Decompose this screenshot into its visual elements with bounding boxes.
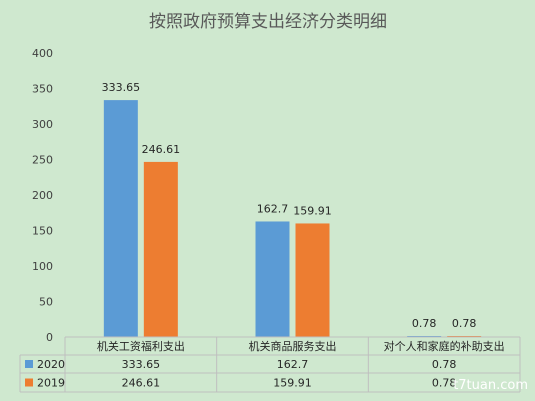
y-tick-label: 200 (32, 189, 53, 202)
data-label: 159.91 (293, 204, 332, 217)
data-label: 333.65 (102, 81, 141, 94)
y-tick-label: 0 (46, 331, 53, 344)
table-value: 0.78 (432, 377, 457, 390)
legend-label: 2020 (37, 358, 65, 371)
category-label: 机关工资福利支出 (97, 339, 185, 353)
y-tick-label: 400 (32, 47, 53, 60)
y-tick-label: 150 (32, 225, 53, 238)
y-tick-label: 100 (32, 260, 53, 273)
data-label: 0.78 (412, 317, 437, 330)
table-value: 333.65 (122, 358, 161, 371)
watermark: t7tuan.com (453, 378, 528, 393)
legend-label: 2019 (37, 377, 65, 390)
legend-swatch (25, 378, 33, 387)
category-label: 对个人和家庭的补助支出 (384, 339, 505, 353)
data-label: 246.61 (142, 143, 181, 156)
y-tick-label: 300 (32, 118, 53, 131)
bar (295, 223, 330, 337)
y-tick-label: 50 (39, 296, 53, 309)
data-label: 162.7 (257, 202, 289, 215)
bar (143, 161, 178, 337)
y-tick-label: 250 (32, 154, 53, 167)
data-table: 机关工资福利支出 机关商品服务支出 对个人和家庭的补助支出 2020 333.65 162… (19, 336, 521, 393)
table-value: 162.7 (277, 358, 309, 371)
table-value: 159.91 (273, 377, 312, 390)
y-tick-label: 350 (32, 83, 53, 96)
table-value: 0.78 (432, 358, 457, 371)
bars: 333.65 246.61 162.7 159.91 0.78 0.78 (102, 81, 482, 338)
bar (103, 100, 138, 338)
bar (255, 221, 290, 337)
category-label: 机关商品服务支出 (249, 339, 337, 353)
chart-title: 按照政府预算支出经济分类明细 (149, 12, 387, 32)
legend-swatch (25, 360, 33, 368)
table-value: 246.61 (122, 377, 161, 390)
data-label: 0.78 (452, 317, 477, 330)
